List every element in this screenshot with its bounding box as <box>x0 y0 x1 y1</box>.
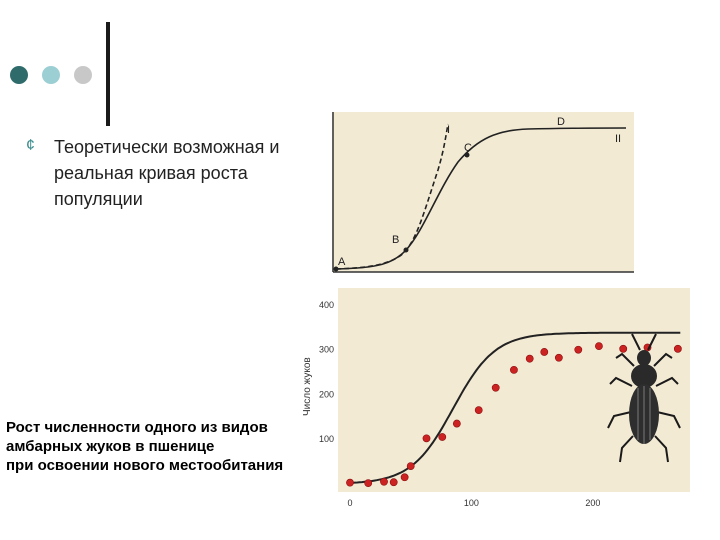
figure-caption: Рост численности одного из видов амбарны… <box>6 418 283 475</box>
bullet-line-1: Теоретически возможная и <box>54 137 280 157</box>
data-point <box>438 433 447 441</box>
beetle-illustration <box>607 333 681 463</box>
x-tick-label: 200 <box>585 498 600 508</box>
series-II-solid-curve <box>335 127 627 270</box>
y-tick-label: 300 <box>319 345 334 355</box>
data-point <box>510 365 518 374</box>
point-label-D: D <box>557 116 565 128</box>
caption-line-1: Рост численности одного из видов <box>6 419 268 436</box>
point-C-marker <box>464 152 470 158</box>
data-point <box>491 383 500 392</box>
decor-dot-light <box>42 66 60 84</box>
data-point <box>452 419 461 428</box>
data-point <box>619 344 628 353</box>
data-point <box>400 473 409 482</box>
point-B-marker <box>403 247 409 253</box>
data-points <box>346 342 682 488</box>
y-tick-label: 400 <box>319 300 334 310</box>
series-label-II: II <box>615 133 621 145</box>
data-point <box>406 462 415 470</box>
data-point <box>389 478 398 487</box>
decor-dot-dark <box>10 66 28 84</box>
data-point <box>474 406 483 415</box>
x-tick-label: 100 <box>464 498 479 508</box>
point-label-C: C <box>464 142 472 154</box>
data-point <box>346 478 354 487</box>
data-point <box>673 344 682 353</box>
decor-dot-gray <box>74 66 92 84</box>
bullet-line-2: реальная кривая роста <box>54 163 248 183</box>
y-axis-label: Число жуков <box>302 357 313 416</box>
caption-line-3: при освоении нового местообитания <box>6 457 284 474</box>
chart-panel <box>338 288 690 492</box>
data-point <box>574 345 583 354</box>
bullet-icon: ¢ <box>26 137 35 154</box>
growth-curves-chart: A B C D I II <box>332 112 634 273</box>
data-point <box>364 479 373 488</box>
logistic-fit-curve <box>349 331 681 484</box>
point-label-B: B <box>392 234 399 246</box>
series-label-I: I <box>447 124 450 136</box>
data-point <box>380 477 388 486</box>
axis-ticks: 100 200 300 400 0 100 200 <box>319 300 600 508</box>
data-point <box>595 342 603 351</box>
beetle-population-chart: 100 200 300 400 0 100 200 Число жуков <box>302 288 690 508</box>
data-point <box>422 434 431 443</box>
data-point <box>540 348 549 356</box>
point-A-marker <box>333 266 339 272</box>
y-tick-label: 200 <box>319 389 334 399</box>
chart-panel <box>332 112 634 272</box>
series-I-dashed-curve <box>335 123 449 270</box>
vertical-divider <box>106 22 110 126</box>
x-tick-label: 0 <box>347 498 352 508</box>
bullet-text: Теоретически возможная и реальная кривая… <box>54 134 279 212</box>
data-point <box>554 353 563 362</box>
y-tick-label: 100 <box>319 434 334 444</box>
data-point <box>525 354 534 363</box>
point-label-A: A <box>338 256 346 268</box>
caption-line-2: амбарных жуков в пшенице <box>6 438 215 455</box>
bullet-line-3: популяции <box>54 189 143 209</box>
